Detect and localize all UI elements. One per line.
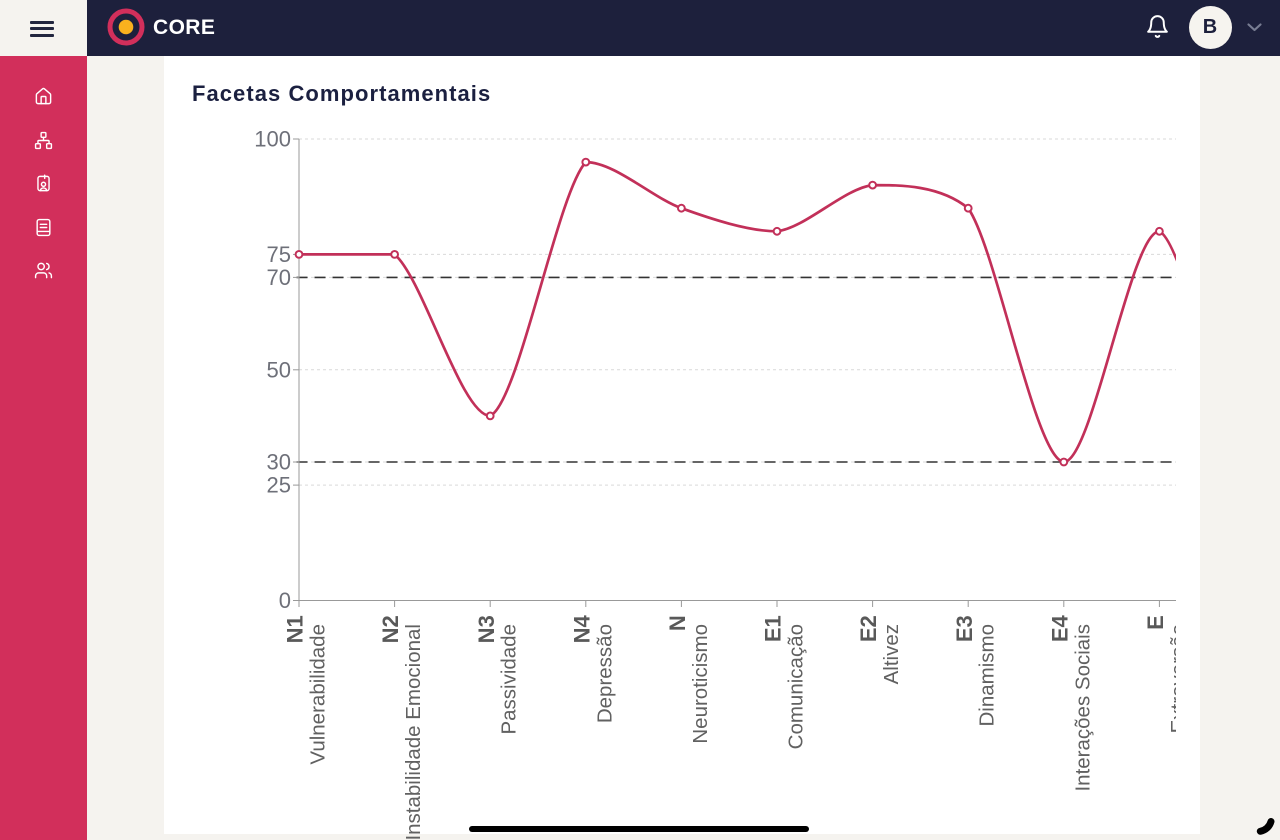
svg-text:E2: E2 [856,615,881,642]
svg-text:N: N [665,615,690,631]
svg-text:E1: E1 [761,615,786,642]
svg-text:Comunicação: Comunicação [785,624,808,749]
svg-text:N4: N4 [569,614,594,643]
svg-text:100: 100 [254,127,291,152]
svg-text:Instabilidade Emocional: Instabilidade Emocional [402,624,425,840]
svg-text:70: 70 [267,265,291,290]
svg-text:Passividade: Passividade [498,624,521,735]
svg-text:E4: E4 [1047,614,1072,642]
svg-text:Extroversão: Extroversão [1167,624,1176,733]
svg-text:75: 75 [267,242,291,267]
svg-text:E: E [1143,615,1168,630]
svg-text:Depressão: Depressão [593,624,616,723]
svg-text:50: 50 [267,357,291,382]
svg-text:Interações Sociais: Interações Sociais [1071,624,1094,792]
svg-text:E3: E3 [952,615,977,642]
svg-text:0: 0 [279,588,291,613]
svg-text:N1: N1 [283,615,308,643]
svg-text:Altivez: Altivez [880,624,903,684]
svg-text:N3: N3 [474,615,499,643]
svg-text:25: 25 [267,473,291,498]
svg-text:N2: N2 [378,615,403,643]
svg-text:Neuroticismo: Neuroticismo [689,624,712,744]
svg-text:Dinamismo: Dinamismo [976,624,999,727]
svg-text:Vulnerabilidade: Vulnerabilidade [307,624,330,765]
svg-text:30: 30 [267,450,291,475]
